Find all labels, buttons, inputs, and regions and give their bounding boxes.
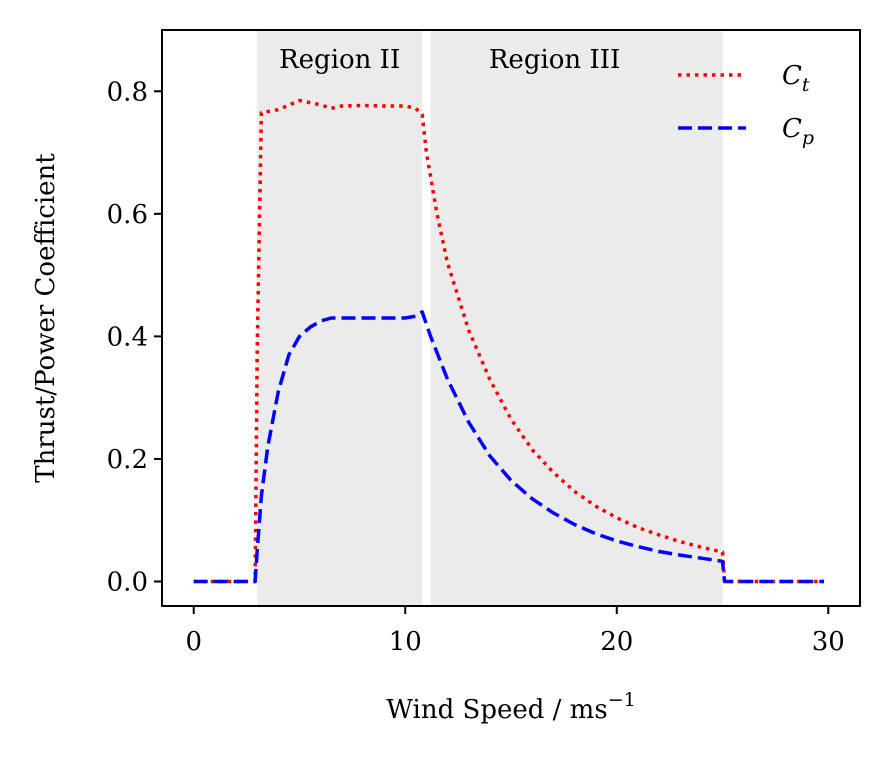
legend-label-ct: Ct [782,61,810,96]
legend-label-cp: Cp [782,114,814,149]
x-tick-label-0: 0 [185,627,202,657]
ticks-layer: 0 10 20 30 0.0 0.2 0.4 0.6 0.8 [107,77,845,657]
legend: Ct Cp [678,61,814,149]
region-label-1: Region II [279,45,400,75]
x-tick-label-20: 20 [600,627,633,657]
region-band-1 [257,30,423,606]
x-tick-label-10: 10 [389,627,422,657]
region-labels-layer: Region II Region III [279,45,620,75]
y-tick-label-0.6: 0.6 [107,200,148,230]
x-axis-label-text: Wind Speed / ms [386,695,607,725]
y-axis-label: Thrust/Power Coefficient [31,153,61,483]
region-label-2: Region III [489,45,620,75]
plot-frame [161,29,861,607]
region-band-2 [430,30,723,606]
x-axis-label: Wind Speed / ms−1 [386,689,635,725]
x-axis-label-superscript: −1 [608,689,636,711]
series-line-cp [193,310,824,584]
y-tick-label-0.4: 0.4 [107,322,148,352]
y-tick-label-0.8: 0.8 [107,77,148,107]
y-tick-label-0: 0.0 [107,567,148,597]
series-layer [193,98,824,584]
x-tick-label-30: 30 [812,627,845,657]
y-tick-label-0.2: 0.2 [107,445,148,475]
